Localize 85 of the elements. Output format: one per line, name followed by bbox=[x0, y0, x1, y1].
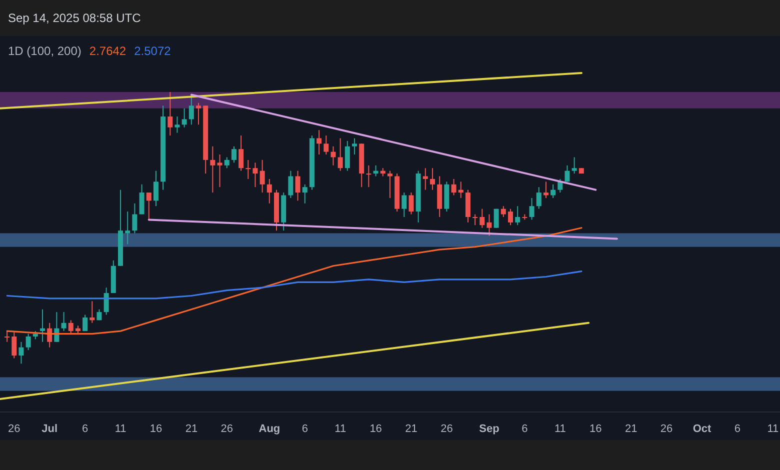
candlestick bbox=[153, 170, 158, 207]
candlestick bbox=[472, 214, 478, 226]
candlestick bbox=[515, 206, 520, 226]
candlestick bbox=[338, 138, 343, 172]
candlestick bbox=[387, 170, 392, 198]
candlestick bbox=[125, 211, 130, 245]
x-tick-label: 26 bbox=[8, 423, 20, 435]
candlestick bbox=[430, 168, 435, 190]
candlestick bbox=[316, 130, 322, 156]
candlestick bbox=[550, 184, 556, 198]
candlestick bbox=[330, 146, 336, 166]
candlestick bbox=[500, 206, 506, 218]
candlestick bbox=[422, 168, 428, 190]
candlestick bbox=[4, 330, 10, 342]
candlestick bbox=[168, 92, 173, 136]
x-tick-label: 26 bbox=[660, 423, 673, 435]
candlestick bbox=[61, 312, 66, 332]
x-tick-label: 6 bbox=[82, 423, 88, 435]
candlestick bbox=[486, 214, 492, 236]
candlestick bbox=[508, 208, 513, 226]
candlestick bbox=[132, 202, 138, 234]
candlestick bbox=[231, 146, 236, 164]
candlestick bbox=[12, 330, 17, 359]
candlestick bbox=[82, 314, 88, 332]
x-tick-label: Sep bbox=[479, 423, 500, 435]
candlestick bbox=[288, 170, 294, 198]
x-tick-label: 21 bbox=[185, 423, 198, 435]
x-tick-label: 6 bbox=[302, 423, 308, 435]
x-tick-label: 16 bbox=[150, 423, 162, 435]
candlestick bbox=[182, 108, 187, 128]
candlestick bbox=[344, 140, 350, 172]
x-tick-label: 6 bbox=[734, 423, 741, 435]
candlestick bbox=[260, 159, 265, 194]
candlestick bbox=[174, 116, 180, 134]
x-tick-label: Oct bbox=[692, 423, 712, 435]
candlestick bbox=[572, 156, 577, 174]
x-tick-label: 26 bbox=[220, 423, 234, 435]
candlestick bbox=[210, 146, 216, 194]
candlestick bbox=[68, 320, 74, 334]
candlestick bbox=[139, 184, 144, 215]
candlestick bbox=[366, 164, 372, 188]
text: 2.7642 bbox=[89, 44, 126, 58]
x-tick-label: 6 bbox=[522, 423, 528, 435]
x-tick-label: 11 bbox=[554, 423, 566, 435]
candlestick bbox=[246, 159, 251, 180]
candlestick bbox=[451, 178, 456, 196]
x-tick-label: 21 bbox=[405, 423, 418, 435]
candlestick bbox=[238, 135, 244, 172]
candlestick bbox=[458, 181, 464, 198]
x-tick-label: 16 bbox=[590, 423, 602, 435]
candlestick bbox=[252, 162, 258, 188]
candlestick bbox=[26, 333, 31, 351]
candlestick bbox=[408, 192, 414, 215]
x-tick-label: Jul bbox=[42, 423, 58, 435]
candlestick bbox=[373, 164, 378, 177]
chart-title: Sep 14, 2025 08:58 UTC bbox=[7, 10, 142, 27]
candlestick bbox=[295, 170, 300, 202]
x-tick-label: 26 bbox=[440, 423, 453, 435]
candlestick bbox=[196, 102, 201, 126]
candlestick bbox=[217, 154, 222, 188]
candlestick bbox=[480, 208, 485, 228]
candlestick bbox=[302, 184, 308, 204]
candlestick bbox=[564, 164, 570, 182]
legend-title: 1D (100, 200) bbox=[8, 44, 82, 58]
candlestick bbox=[536, 186, 542, 210]
x-tick-label: Aug bbox=[258, 423, 280, 435]
x-tick-label: 16 bbox=[370, 423, 382, 435]
candlestick bbox=[494, 208, 499, 228]
candlestick bbox=[402, 192, 407, 218]
candlestick bbox=[324, 135, 329, 156]
candlestick bbox=[90, 300, 95, 324]
candlestick bbox=[558, 178, 563, 194]
candlestick bbox=[40, 308, 45, 342]
candlestick bbox=[352, 138, 357, 156]
x-tick-label: 21 bbox=[624, 423, 638, 435]
candlestick bbox=[146, 192, 152, 220]
x-tick-label: 11 bbox=[114, 423, 126, 435]
x-tick-label: 11 bbox=[767, 423, 779, 435]
candlestick bbox=[543, 181, 548, 198]
candlestick bbox=[18, 341, 24, 364]
x-tick-label: 11 bbox=[334, 423, 346, 435]
candlestick bbox=[529, 197, 534, 220]
candlestick bbox=[224, 156, 230, 169]
text: 2.5072 bbox=[134, 44, 171, 58]
candlestick bbox=[266, 178, 272, 204]
